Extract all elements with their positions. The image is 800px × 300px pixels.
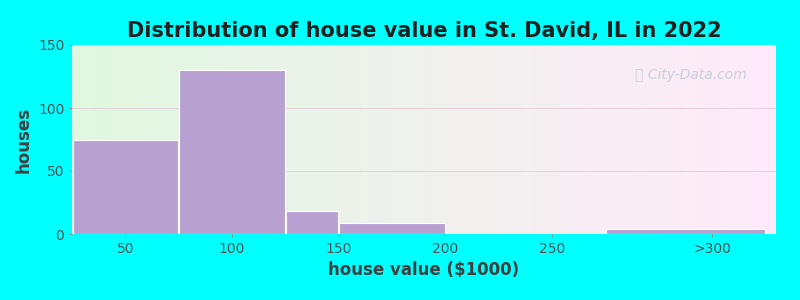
- Y-axis label: houses: houses: [14, 106, 33, 172]
- Bar: [606, 229, 765, 234]
- X-axis label: house value ($1000): house value ($1000): [329, 261, 519, 279]
- Bar: [73, 140, 178, 234]
- Bar: [179, 70, 285, 234]
- Text: ⓘ City-Data.com: ⓘ City-Data.com: [635, 68, 747, 82]
- Bar: [286, 211, 338, 234]
- Bar: [339, 223, 445, 234]
- Title: Distribution of house value in St. David, IL in 2022: Distribution of house value in St. David…: [126, 21, 722, 41]
